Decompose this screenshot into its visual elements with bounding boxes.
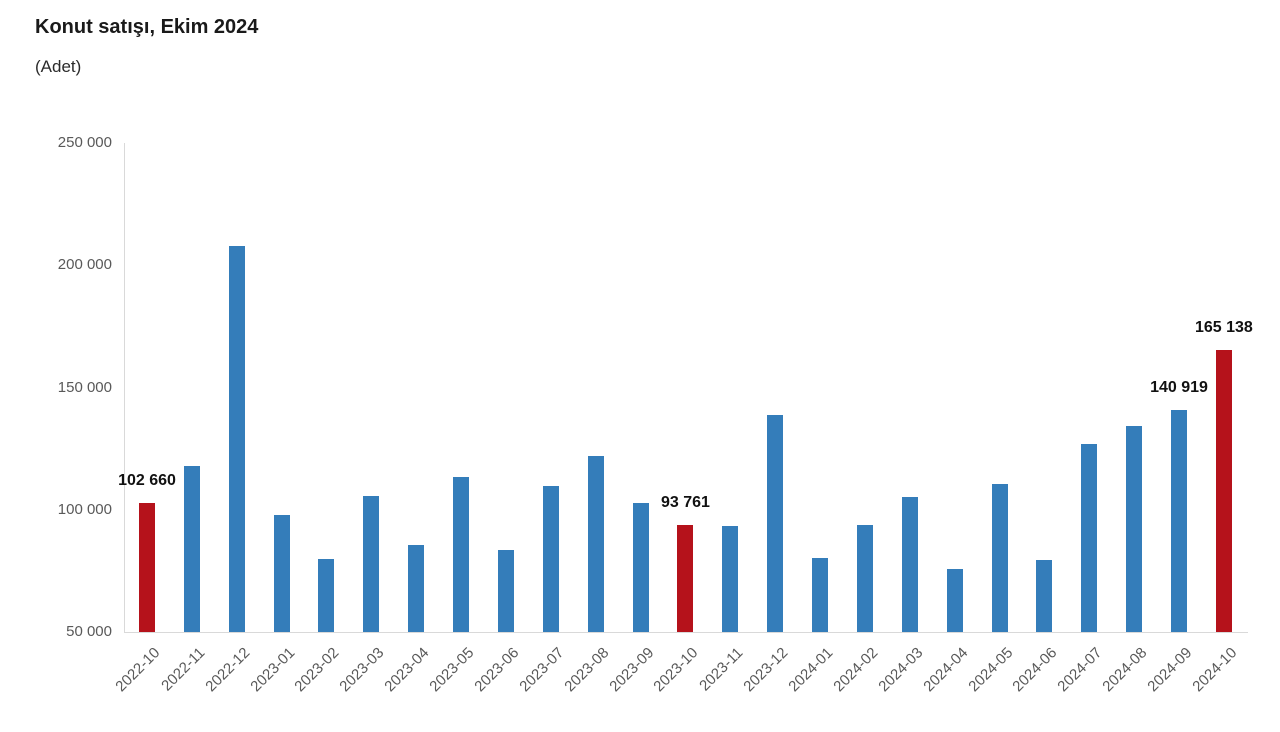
x-axis-tick-label: 2023-09 <box>605 644 657 696</box>
x-axis-tick-label: 2024-08 <box>1099 644 1151 696</box>
bar-2024-07 <box>1081 443 1098 632</box>
bar-2024-06 <box>1036 560 1053 632</box>
bar-2023-07 <box>542 486 559 632</box>
bar-2023-08 <box>587 455 604 632</box>
x-axis-tick-label: 2024-07 <box>1054 644 1106 696</box>
bar-value-label: 102 660 <box>118 472 176 490</box>
bar-2022-10 <box>139 503 155 632</box>
bar-2023-02 <box>318 558 335 632</box>
bar-2024-03 <box>901 496 918 632</box>
bar-2024-09 <box>1171 409 1187 632</box>
y-axis-tick-label: 250 000 <box>57 134 112 151</box>
y-axis-line <box>124 143 125 632</box>
x-axis-tick-label: 2023-07 <box>516 644 568 696</box>
bar-value-label: 93 761 <box>660 494 710 511</box>
x-axis-tick-label: 2023-03 <box>336 644 388 696</box>
x-axis-tick-label: 2022-10 <box>112 644 164 696</box>
bar-2024-10 <box>1215 350 1232 632</box>
bar-2023-06 <box>497 549 514 632</box>
bar-2022-11 <box>183 466 200 632</box>
x-axis-tick-label: 2023-12 <box>740 644 792 696</box>
x-axis-tick-label: 2023-08 <box>561 644 613 696</box>
bar-2023-03 <box>363 496 380 632</box>
x-axis-tick-label: 2024-04 <box>920 644 971 696</box>
chart-title: Konut satışı, Ekim 2024 <box>35 16 259 38</box>
x-axis-tick-label: 2024-01 <box>785 644 837 696</box>
x-axis-tick-label: 2023-10 <box>650 644 702 696</box>
bar-2023-12 <box>767 415 784 632</box>
x-axis-tick-label: 2023-11 <box>696 644 747 695</box>
x-axis-tick-label: 2024-02 <box>830 644 882 696</box>
bar-2023-04 <box>408 544 425 632</box>
y-axis-tick-label: 200 000 <box>57 256 112 274</box>
x-axis-tick-label: 2024-05 <box>964 644 1016 696</box>
x-axis-tick-label: 2024-06 <box>1009 644 1061 696</box>
y-axis-tick-label: 150 000 <box>57 378 112 396</box>
bar-2023-11 <box>722 525 739 632</box>
x-axis-tick-label: 2022-12 <box>202 644 254 696</box>
bar-2022-12 <box>228 245 245 632</box>
x-axis-tick-label: 2023-05 <box>426 644 478 696</box>
bar-2024-08 <box>1126 426 1143 632</box>
x-axis-tick-label: 2022-11 <box>158 644 209 695</box>
chart-unit-label: (Adet) <box>35 57 82 76</box>
x-axis-tick-label: 2023-04 <box>381 644 433 696</box>
bar-2024-02 <box>856 524 873 632</box>
bar-2023-01 <box>273 515 290 632</box>
bar-2024-04 <box>946 569 963 632</box>
bar-value-label: 140 919 <box>1150 378 1208 396</box>
x-axis-tick-label: 2024-09 <box>1144 644 1196 696</box>
y-axis-tick-label: 50 000 <box>66 623 112 640</box>
bar-value-label: 165 138 <box>1194 319 1253 337</box>
x-axis-tick-label: 2024-03 <box>875 644 927 696</box>
x-axis-tick-label: 2023-01 <box>246 644 298 696</box>
bar-2023-09 <box>632 503 649 632</box>
y-axis-tick-label: 100 000 <box>57 500 112 518</box>
x-axis-tick-label: 2024-10 <box>1189 644 1241 696</box>
x-axis-tick-label: 2023-06 <box>471 644 523 696</box>
bar-2024-01 <box>812 557 829 632</box>
x-axis-baseline <box>124 632 1248 633</box>
bar-2023-10 <box>677 525 694 632</box>
bar-2024-05 <box>991 483 1008 632</box>
x-axis-tick-label: 2023-02 <box>291 644 343 696</box>
bar-2023-05 <box>453 476 470 632</box>
